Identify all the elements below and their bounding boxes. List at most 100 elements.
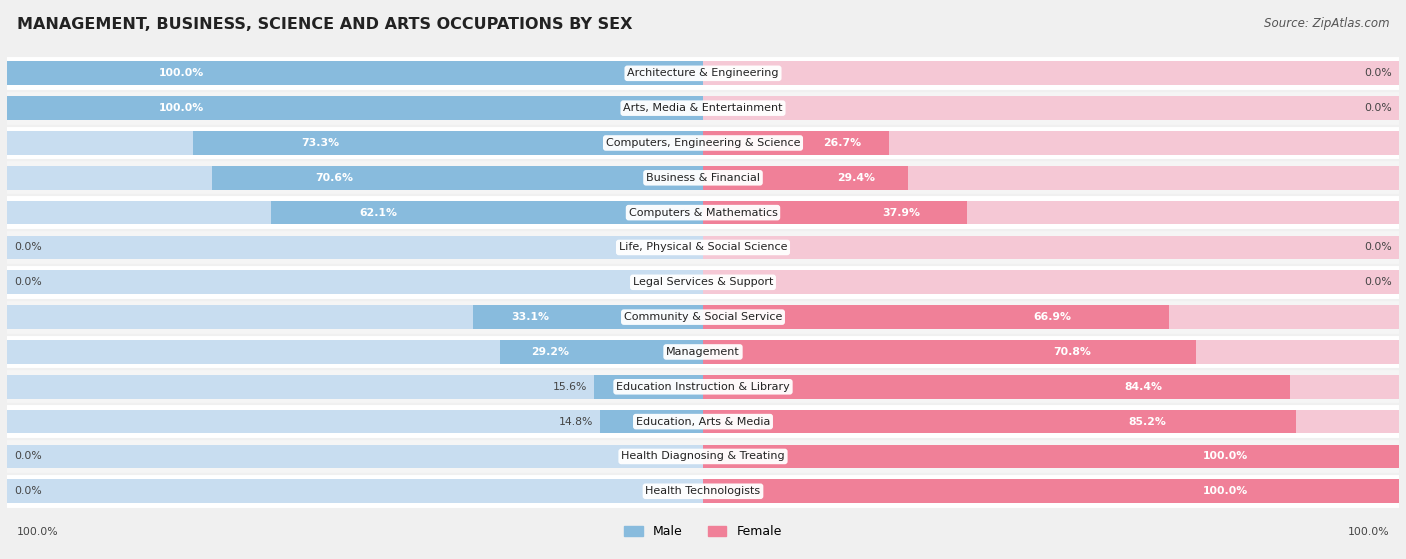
Bar xyxy=(703,201,1399,225)
Bar xyxy=(7,96,703,120)
Text: 33.1%: 33.1% xyxy=(512,312,550,322)
Text: Management: Management xyxy=(666,347,740,357)
Text: 37.9%: 37.9% xyxy=(882,207,920,217)
Text: 0.0%: 0.0% xyxy=(14,277,42,287)
Text: Arts, Media & Entertainment: Arts, Media & Entertainment xyxy=(623,103,783,113)
Bar xyxy=(703,305,1168,329)
Text: Legal Services & Support: Legal Services & Support xyxy=(633,277,773,287)
Bar xyxy=(271,201,703,225)
Text: 0.0%: 0.0% xyxy=(14,243,42,253)
Text: Source: ZipAtlas.com: Source: ZipAtlas.com xyxy=(1264,17,1389,30)
Bar xyxy=(703,340,1195,364)
Text: Business & Financial: Business & Financial xyxy=(645,173,761,183)
Text: MANAGEMENT, BUSINESS, SCIENCE AND ARTS OCCUPATIONS BY SEX: MANAGEMENT, BUSINESS, SCIENCE AND ARTS O… xyxy=(17,17,633,32)
Bar xyxy=(600,410,703,433)
Bar xyxy=(703,166,908,190)
Bar xyxy=(7,236,703,259)
Bar xyxy=(703,201,967,225)
Legend: Male, Female: Male, Female xyxy=(619,520,787,543)
Text: Education, Arts & Media: Education, Arts & Media xyxy=(636,416,770,427)
Bar xyxy=(703,480,1399,503)
Bar xyxy=(7,230,1399,265)
Bar xyxy=(703,375,1399,399)
Text: Computers & Mathematics: Computers & Mathematics xyxy=(628,207,778,217)
Bar xyxy=(7,61,703,85)
Text: 62.1%: 62.1% xyxy=(360,207,398,217)
Bar xyxy=(7,334,1399,369)
Text: 0.0%: 0.0% xyxy=(14,452,42,461)
Bar xyxy=(7,160,1399,195)
Text: 100.0%: 100.0% xyxy=(17,527,59,537)
Text: Community & Social Service: Community & Social Service xyxy=(624,312,782,322)
Bar xyxy=(7,126,1399,160)
Bar xyxy=(7,369,1399,404)
Bar xyxy=(7,480,703,503)
Bar xyxy=(703,340,1399,364)
Bar xyxy=(7,91,1399,126)
Text: Architecture & Engineering: Architecture & Engineering xyxy=(627,68,779,78)
Bar xyxy=(499,340,703,364)
Bar xyxy=(703,410,1399,433)
Bar xyxy=(703,480,1399,503)
Bar xyxy=(703,305,1399,329)
Text: 0.0%: 0.0% xyxy=(1364,277,1392,287)
Bar xyxy=(703,271,1399,294)
Text: 15.6%: 15.6% xyxy=(553,382,588,392)
Text: 100.0%: 100.0% xyxy=(1202,452,1247,461)
Bar xyxy=(7,444,703,468)
Bar xyxy=(7,375,703,399)
Text: 0.0%: 0.0% xyxy=(1364,103,1392,113)
Bar xyxy=(703,131,1399,155)
Bar xyxy=(703,166,1399,190)
Text: 100.0%: 100.0% xyxy=(159,103,204,113)
Text: Computers, Engineering & Science: Computers, Engineering & Science xyxy=(606,138,800,148)
Bar xyxy=(703,61,1399,85)
Text: Life, Physical & Social Science: Life, Physical & Social Science xyxy=(619,243,787,253)
Bar xyxy=(7,340,703,364)
Text: Health Diagnosing & Treating: Health Diagnosing & Treating xyxy=(621,452,785,461)
Bar xyxy=(212,166,703,190)
Bar xyxy=(7,439,1399,474)
Bar xyxy=(7,271,703,294)
Bar xyxy=(7,265,1399,300)
Text: 29.2%: 29.2% xyxy=(531,347,569,357)
Text: 29.4%: 29.4% xyxy=(838,173,876,183)
Text: 85.2%: 85.2% xyxy=(1129,416,1167,427)
Bar xyxy=(595,375,703,399)
Bar xyxy=(7,300,1399,334)
Text: 100.0%: 100.0% xyxy=(1347,527,1389,537)
Bar xyxy=(703,236,1399,259)
Text: 73.3%: 73.3% xyxy=(301,138,339,148)
Text: Health Technologists: Health Technologists xyxy=(645,486,761,496)
Bar xyxy=(703,444,1399,468)
Bar xyxy=(193,131,703,155)
Text: 100.0%: 100.0% xyxy=(1202,486,1247,496)
Text: 70.6%: 70.6% xyxy=(315,173,353,183)
Bar xyxy=(703,444,1399,468)
Text: 100.0%: 100.0% xyxy=(159,68,204,78)
Bar xyxy=(7,410,703,433)
Text: 70.8%: 70.8% xyxy=(1053,347,1091,357)
Bar xyxy=(7,56,1399,91)
Text: 0.0%: 0.0% xyxy=(14,486,42,496)
Bar xyxy=(703,131,889,155)
Bar xyxy=(7,166,703,190)
Text: 84.4%: 84.4% xyxy=(1125,382,1163,392)
Bar xyxy=(7,305,703,329)
Text: 66.9%: 66.9% xyxy=(1033,312,1071,322)
Bar xyxy=(7,474,1399,509)
Bar xyxy=(7,96,703,120)
Text: 0.0%: 0.0% xyxy=(1364,68,1392,78)
Bar xyxy=(7,61,703,85)
Bar xyxy=(7,404,1399,439)
Text: 14.8%: 14.8% xyxy=(558,416,593,427)
Bar xyxy=(7,201,703,225)
Text: Education Instruction & Library: Education Instruction & Library xyxy=(616,382,790,392)
Text: 0.0%: 0.0% xyxy=(1364,243,1392,253)
Bar xyxy=(703,410,1296,433)
Bar xyxy=(472,305,703,329)
Bar xyxy=(7,131,703,155)
Bar xyxy=(703,375,1291,399)
Bar xyxy=(703,96,1399,120)
Bar xyxy=(7,195,1399,230)
